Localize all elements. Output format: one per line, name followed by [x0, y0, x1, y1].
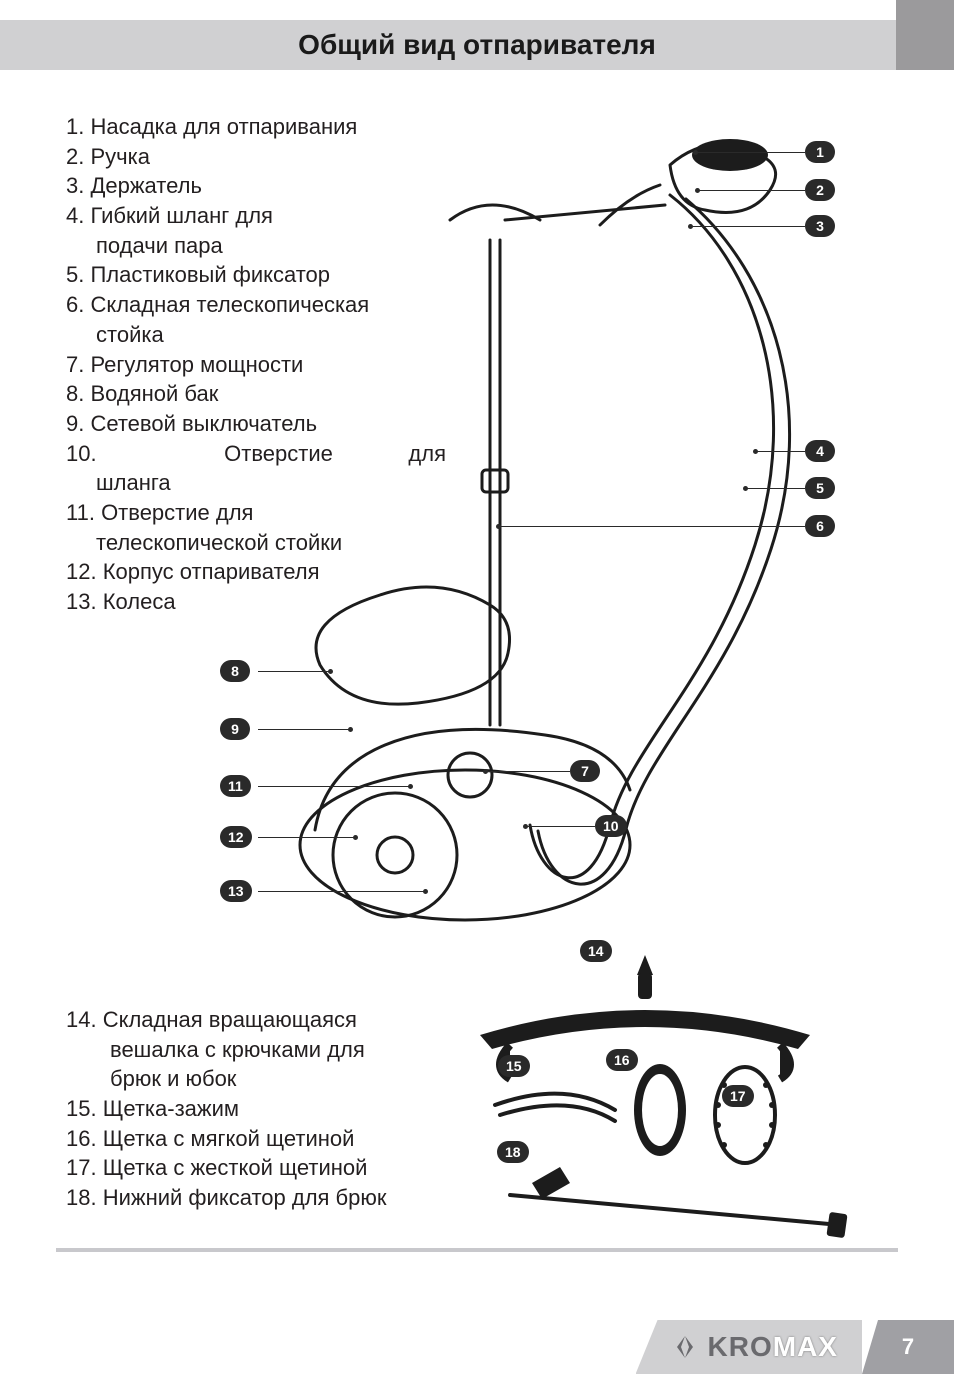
brand-wordmark: KROMAX [708, 1331, 838, 1363]
callout-dot [523, 824, 528, 829]
accessories-diagram: .a{fill:#1c1c1c}.as{fill:none;stroke:#1c… [440, 935, 860, 1245]
parts-list-accessories: 14. Складная вращающаясявешалка с крючка… [66, 1005, 446, 1213]
callout-5: 5 [805, 477, 835, 499]
section-title-bar: Общий вид отпаривателя [0, 20, 954, 70]
callout-leader [697, 190, 805, 191]
page-footer: KROMAX 7 [636, 1320, 954, 1374]
callout-17: 17 [722, 1085, 754, 1107]
callout-8: 8 [220, 660, 250, 682]
parts-list-item: 14. Складная вращающаяся [66, 1005, 446, 1035]
callout-1: 1 [805, 141, 835, 163]
callout-dot [353, 835, 358, 840]
callout-3: 3 [805, 215, 835, 237]
callout-10: 10 [595, 815, 627, 837]
parts-list-item: брюк и юбок [66, 1064, 446, 1094]
callout-leader [485, 771, 570, 772]
section-title: Общий вид отпаривателя [298, 29, 656, 61]
callout-dot [348, 727, 353, 732]
parts-num: 10. [66, 439, 171, 469]
callout-dot [496, 524, 501, 529]
callout-9: 9 [220, 718, 250, 740]
callout-2: 2 [805, 179, 835, 201]
parts-list-item: 15. Щетка-зажим [66, 1094, 446, 1124]
callout-leader [745, 488, 805, 489]
callout-7: 7 [570, 760, 600, 782]
callout-11: 11 [220, 775, 251, 797]
callout-dot [423, 889, 428, 894]
callout-dot [753, 449, 758, 454]
callout-15: 15 [498, 1055, 530, 1077]
callout-leader [525, 826, 595, 827]
brand-prefix: KRO [708, 1331, 773, 1362]
callout-14: 14 [580, 940, 612, 962]
steamer-diagram: .s{fill:none;stroke:#1c1c1c;stroke-width… [200, 125, 880, 930]
callout-leader [695, 152, 805, 153]
callout-13: 13 [220, 880, 252, 902]
callout-leader [755, 451, 805, 452]
callout-leader [258, 786, 410, 787]
callout-leader [258, 671, 330, 672]
callout-18: 18 [497, 1141, 529, 1163]
parts-list-item: 18. Нижний фиксатор для брюк [66, 1183, 446, 1213]
callout-leader [258, 837, 355, 838]
callout-4: 4 [805, 440, 835, 462]
brand-bar: KROMAX [636, 1320, 862, 1374]
callout-leader [498, 526, 805, 527]
page-number: 7 [862, 1320, 954, 1374]
callout-dot [408, 784, 413, 789]
callout-dot [483, 769, 488, 774]
callout-16: 16 [606, 1049, 638, 1071]
callout-leader [258, 729, 350, 730]
callout-dot [688, 224, 693, 229]
steamer-drawing: .s{fill:none;stroke:#1c1c1c;stroke-width… [200, 125, 880, 930]
brand-logo-icon [672, 1334, 698, 1360]
callout-6: 6 [805, 515, 835, 537]
parts-list-item: 17. Щетка с жесткой щетиной [66, 1153, 446, 1183]
brand-suffix: MAX [773, 1331, 838, 1362]
page-spine-accent [896, 0, 954, 70]
callout-leader [258, 891, 425, 892]
accessories-drawing: .a{fill:#1c1c1c}.as{fill:none;stroke:#1c… [440, 935, 860, 1245]
callout-12: 12 [220, 826, 252, 848]
parts-list-item: вешалка с крючками для [66, 1035, 446, 1065]
callout-dot [695, 188, 700, 193]
parts-list-item: 16. Щетка с мягкой щетиной [66, 1124, 446, 1154]
callout-dot [693, 150, 698, 155]
callout-leader [690, 226, 805, 227]
callout-dot [328, 669, 333, 674]
callout-dot [743, 486, 748, 491]
footer-separator [56, 1248, 898, 1252]
